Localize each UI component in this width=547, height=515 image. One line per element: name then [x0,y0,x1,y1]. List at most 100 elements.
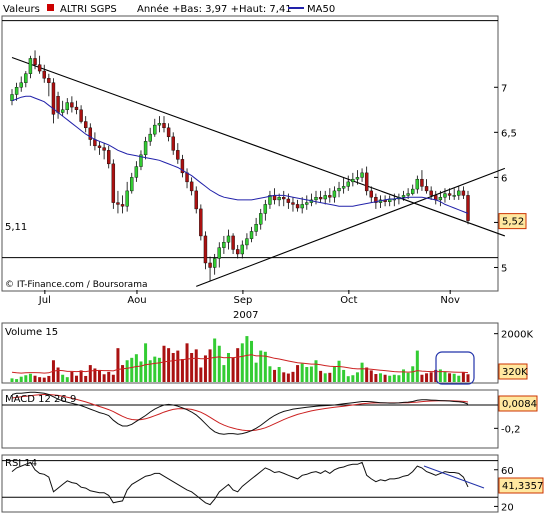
candle [120,195,125,214]
x-axis: Jul Aou Sep Oct Nov [38,290,460,306]
volume-bar [42,377,46,382]
volume-bar [286,373,290,382]
volume-bar [121,365,125,382]
candle-body-down [199,208,203,237]
candle [203,231,208,270]
last-volume-badge: 320K [498,363,528,380]
volume-bar [116,348,120,382]
candle-body-down [374,196,378,203]
candle-body-down [466,195,470,221]
volume-bar [374,374,378,382]
header-prefix: Valeurs [3,4,40,15]
candle [134,161,139,182]
volume-bar [93,368,97,382]
candle [171,132,175,155]
candle-body-down [166,127,171,138]
volume-bar [319,370,323,382]
volume-bar [153,356,157,382]
volume-bar [332,367,336,382]
rsi-panel-frame [1,454,499,513]
candle-body-down [51,82,56,115]
candle [143,136,148,160]
last-macd-label: 0,0084 [502,399,537,410]
candle [369,186,373,203]
candle [74,100,79,115]
candle [341,177,346,194]
last-price-label: 5,52 [502,217,524,228]
macd-line [11,391,469,435]
volume-bar [328,372,332,382]
last-macd-badge: 0,0084 [498,395,538,412]
candle-body-up [249,231,254,239]
candle-body-up [19,82,23,88]
price-y-tick-label: 6 [501,173,507,184]
candle [79,105,83,124]
volume-bar [162,345,166,382]
volume-bar [217,345,221,382]
candle [194,186,198,214]
candle-body-up [351,178,355,183]
volume-bar [190,353,194,382]
candle [457,186,461,200]
volume-bar [61,374,65,382]
volume-bar [388,375,392,382]
volume-bar [33,375,37,382]
volume-bar [300,363,304,382]
candle-body-up [254,224,258,232]
candle [411,184,415,196]
candle [282,190,286,207]
last-price-badge: 5,52 [498,213,527,230]
volume-bar [438,369,442,382]
candle-body-down [447,193,452,196]
candle [189,177,194,196]
volume-bar [259,350,263,382]
candle [153,118,157,137]
candle [332,186,337,203]
candle [70,96,74,113]
volume-bar [291,371,295,382]
volume-bar [268,366,272,382]
volume-bar [277,367,281,382]
volume-bar [461,372,465,382]
candle-body-down [369,190,373,198]
candle-body-up [332,190,337,198]
candle [60,100,65,117]
trendline [196,167,506,287]
volume-bar [392,374,396,382]
candle [24,71,28,88]
rsi-line [11,461,469,506]
volume-bar [56,367,60,382]
volume-bar [448,373,452,382]
candle-body-up [337,187,341,192]
volume-bar [337,360,341,382]
volume-bar [70,371,74,382]
x-axis-month-label: Sep [233,295,252,306]
volume-bar [134,354,138,382]
candle-body-up [130,177,134,192]
volume-bar [355,372,359,382]
candle-body-up [222,242,226,248]
candle-body-down [318,196,323,200]
candle-body-down [47,78,51,83]
x-axis-month-label: Aou [127,295,146,306]
candle [88,123,93,146]
macd-title: MACD 12 26 9 [5,394,76,405]
candle-body-up [341,186,346,189]
macd-panel-frame [1,389,499,449]
volume-bar [180,359,184,382]
candle-body-down [37,64,42,72]
candle-body-up [259,213,263,225]
candle [51,78,56,124]
candle-body-down [185,172,189,183]
candle-body-down [70,102,74,108]
candle [249,226,254,243]
candle [291,197,295,212]
candle [447,188,452,200]
volume-bar [250,340,254,382]
volume-bar [365,367,369,382]
candle-body-up [148,133,152,142]
candle [65,98,69,115]
candle-body-down [171,136,175,151]
volume-bar [254,362,258,382]
candle [102,143,106,160]
